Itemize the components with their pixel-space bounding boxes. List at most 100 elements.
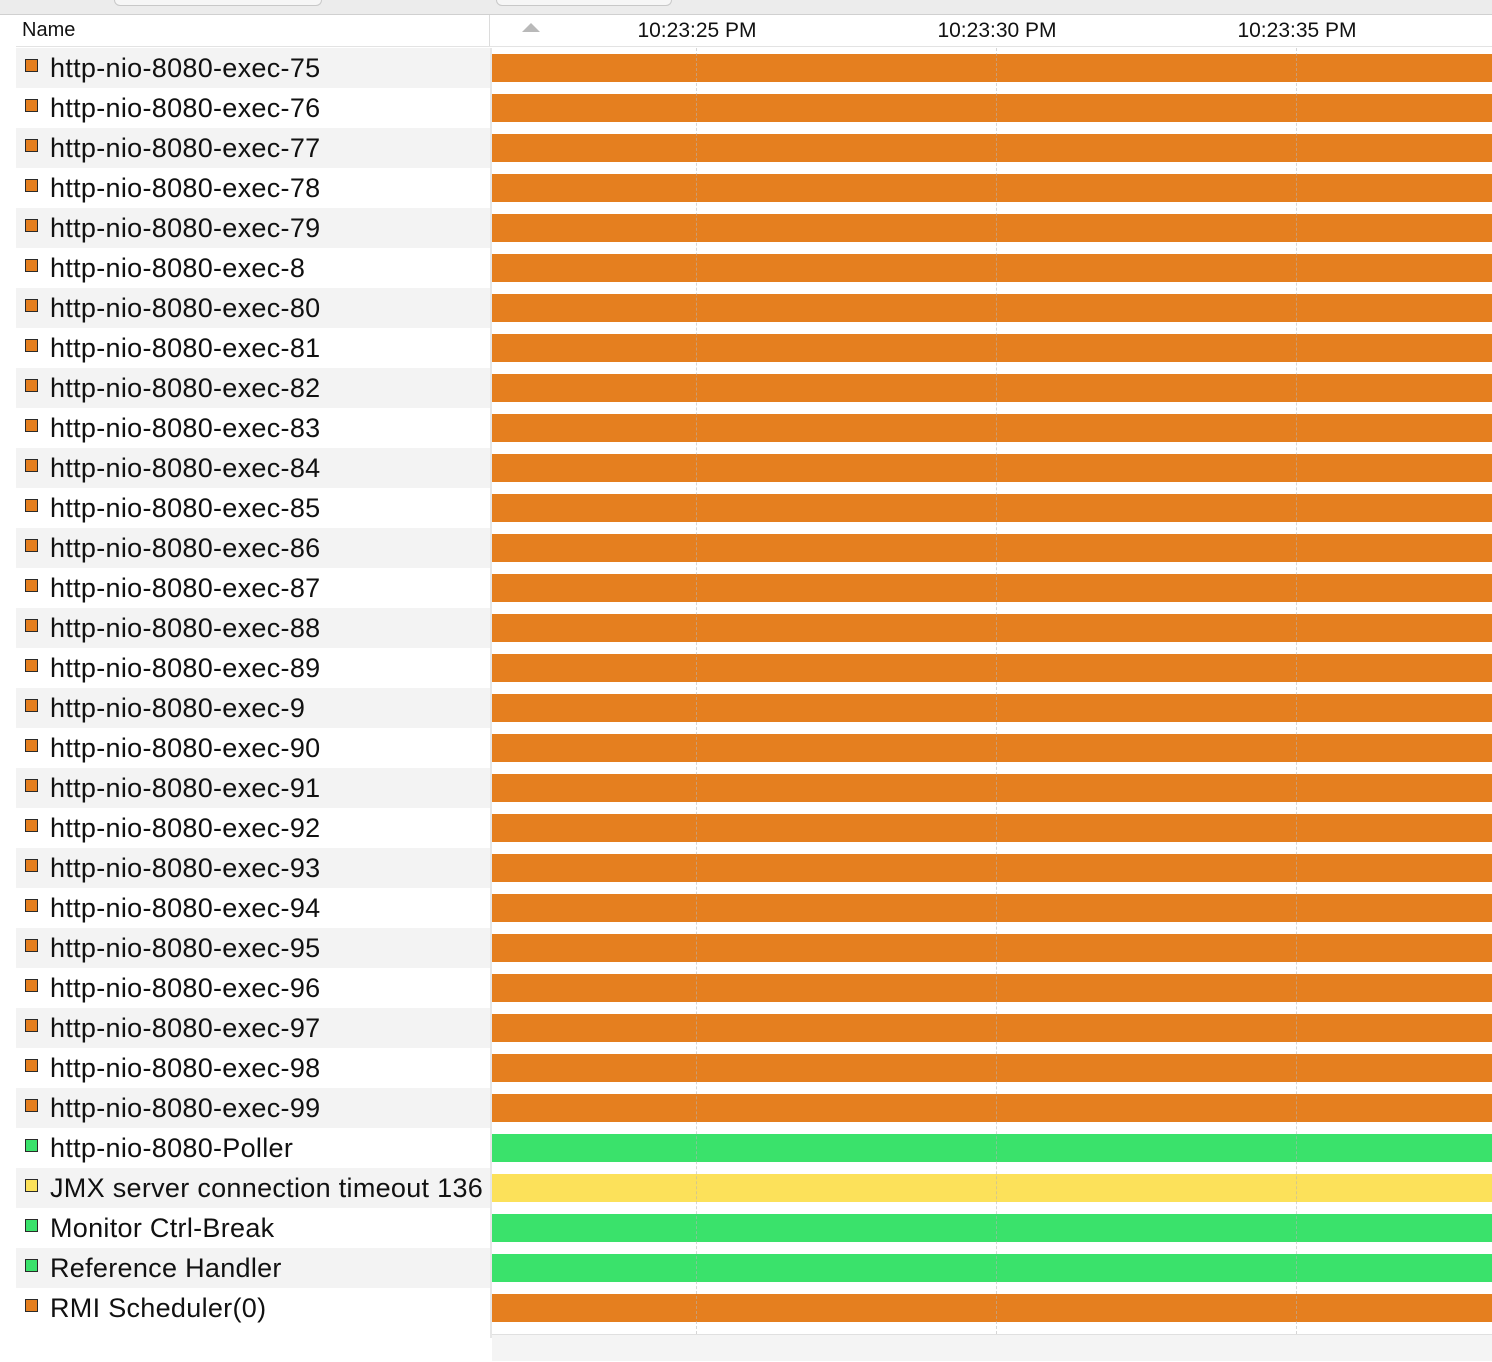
thread-state-bar[interactable]	[492, 1134, 1492, 1162]
thread-row[interactable]: http-nio-8080-exec-97	[16, 1008, 1492, 1048]
thread-state-bar[interactable]	[492, 254, 1492, 282]
thread-name-cell[interactable]: http-nio-8080-exec-92	[16, 808, 490, 848]
thread-name-cell[interactable]: http-nio-8080-Poller	[16, 1128, 490, 1168]
toolbar-tab-stub[interactable]	[114, 0, 322, 6]
thread-row[interactable]: http-nio-8080-exec-8	[16, 248, 1492, 288]
thread-state-bar[interactable]	[492, 1174, 1492, 1202]
thread-state-bar[interactable]	[492, 894, 1492, 922]
thread-timeline[interactable]	[492, 368, 1492, 408]
thread-name-cell[interactable]: http-nio-8080-exec-87	[16, 568, 490, 608]
thread-name-cell[interactable]: http-nio-8080-exec-88	[16, 608, 490, 648]
thread-timeline[interactable]	[492, 1088, 1492, 1128]
thread-name-cell[interactable]: RMI Scheduler(0)	[16, 1288, 490, 1328]
thread-name-cell[interactable]: http-nio-8080-exec-91	[16, 768, 490, 808]
thread-row[interactable]: http-nio-8080-exec-92	[16, 808, 1492, 848]
thread-row[interactable]: http-nio-8080-exec-87	[16, 568, 1492, 608]
thread-timeline[interactable]	[492, 928, 1492, 968]
thread-row[interactable]: Monitor Ctrl-Break	[16, 1208, 1492, 1248]
thread-state-bar[interactable]	[492, 174, 1492, 202]
thread-row[interactable]: http-nio-8080-exec-81	[16, 328, 1492, 368]
thread-name-cell[interactable]: http-nio-8080-exec-80	[16, 288, 490, 328]
thread-state-bar[interactable]	[492, 94, 1492, 122]
thread-name-cell[interactable]: http-nio-8080-exec-86	[16, 528, 490, 568]
thread-state-bar[interactable]	[492, 54, 1492, 82]
thread-timeline[interactable]	[492, 48, 1492, 88]
thread-row[interactable]: http-nio-8080-exec-93	[16, 848, 1492, 888]
thread-state-bar[interactable]	[492, 1294, 1492, 1322]
thread-name-cell[interactable]: http-nio-8080-exec-97	[16, 1008, 490, 1048]
thread-timeline[interactable]	[492, 608, 1492, 648]
thread-row[interactable]: http-nio-8080-exec-78	[16, 168, 1492, 208]
thread-timeline[interactable]	[492, 1008, 1492, 1048]
thread-timeline[interactable]	[492, 408, 1492, 448]
thread-state-bar[interactable]	[492, 974, 1492, 1002]
thread-name-cell[interactable]: http-nio-8080-exec-79	[16, 208, 490, 248]
thread-name-cell[interactable]: http-nio-8080-exec-84	[16, 448, 490, 488]
thread-timeline[interactable]	[492, 88, 1492, 128]
thread-state-bar[interactable]	[492, 1214, 1492, 1242]
thread-state-bar[interactable]	[492, 934, 1492, 962]
thread-state-bar[interactable]	[492, 294, 1492, 322]
thread-timeline[interactable]	[492, 1288, 1492, 1328]
thread-row[interactable]: http-nio-8080-exec-80	[16, 288, 1492, 328]
thread-state-bar[interactable]	[492, 494, 1492, 522]
thread-timeline[interactable]	[492, 1248, 1492, 1288]
thread-row[interactable]: http-nio-8080-exec-9	[16, 688, 1492, 728]
thread-timeline[interactable]	[492, 888, 1492, 928]
thread-row[interactable]: http-nio-8080-exec-76	[16, 88, 1492, 128]
thread-state-bar[interactable]	[492, 614, 1492, 642]
thread-name-cell[interactable]: http-nio-8080-exec-95	[16, 928, 490, 968]
thread-name-cell[interactable]: http-nio-8080-exec-83	[16, 408, 490, 448]
thread-timeline[interactable]	[492, 648, 1492, 688]
thread-timeline[interactable]	[492, 728, 1492, 768]
thread-state-bar[interactable]	[492, 454, 1492, 482]
thread-state-bar[interactable]	[492, 414, 1492, 442]
thread-state-bar[interactable]	[492, 654, 1492, 682]
column-divider[interactable]	[490, 48, 492, 1338]
thread-row[interactable]: http-nio-8080-exec-83	[16, 408, 1492, 448]
thread-name-cell[interactable]: http-nio-8080-exec-89	[16, 648, 490, 688]
horizontal-scrollbar[interactable]	[492, 1334, 1492, 1361]
thread-name-cell[interactable]: http-nio-8080-exec-82	[16, 368, 490, 408]
thread-state-bar[interactable]	[492, 534, 1492, 562]
thread-timeline[interactable]	[492, 328, 1492, 368]
thread-timeline[interactable]	[492, 568, 1492, 608]
thread-row[interactable]: http-nio-8080-exec-94	[16, 888, 1492, 928]
thread-name-cell[interactable]: Monitor Ctrl-Break	[16, 1208, 490, 1248]
thread-state-bar[interactable]	[492, 734, 1492, 762]
thread-row[interactable]: http-nio-8080-exec-90	[16, 728, 1492, 768]
thread-name-cell[interactable]: http-nio-8080-exec-94	[16, 888, 490, 928]
toolbar-tab-stub[interactable]	[496, 0, 672, 6]
thread-name-cell[interactable]: http-nio-8080-exec-85	[16, 488, 490, 528]
thread-name-cell[interactable]: http-nio-8080-exec-75	[16, 48, 490, 88]
thread-state-bar[interactable]	[492, 1014, 1492, 1042]
thread-row[interactable]: http-nio-8080-exec-85	[16, 488, 1492, 528]
thread-timeline[interactable]	[492, 528, 1492, 568]
thread-name-cell[interactable]: http-nio-8080-exec-9	[16, 688, 490, 728]
name-column-header[interactable]: Name	[16, 15, 490, 46]
thread-name-cell[interactable]: http-nio-8080-exec-81	[16, 328, 490, 368]
thread-state-bar[interactable]	[492, 1094, 1492, 1122]
thread-row[interactable]: http-nio-8080-exec-89	[16, 648, 1492, 688]
thread-state-bar[interactable]	[492, 854, 1492, 882]
thread-timeline[interactable]	[492, 448, 1492, 488]
thread-row[interactable]: http-nio-8080-exec-86	[16, 528, 1492, 568]
thread-row[interactable]: http-nio-8080-exec-91	[16, 768, 1492, 808]
thread-timeline[interactable]	[492, 248, 1492, 288]
thread-name-cell[interactable]: http-nio-8080-exec-78	[16, 168, 490, 208]
thread-row[interactable]: RMI Scheduler(0)	[16, 1288, 1492, 1328]
thread-timeline[interactable]	[492, 688, 1492, 728]
thread-timeline[interactable]	[492, 128, 1492, 168]
thread-state-bar[interactable]	[492, 334, 1492, 362]
thread-row[interactable]: http-nio-8080-exec-99	[16, 1088, 1492, 1128]
thread-state-bar[interactable]	[492, 1054, 1492, 1082]
thread-row[interactable]: Reference Handler	[16, 1248, 1492, 1288]
thread-name-cell[interactable]: http-nio-8080-exec-8	[16, 248, 490, 288]
thread-row[interactable]: http-nio-8080-exec-98	[16, 1048, 1492, 1088]
thread-row[interactable]: JMX server connection timeout 136	[16, 1168, 1492, 1208]
thread-row[interactable]: http-nio-8080-exec-84	[16, 448, 1492, 488]
thread-timeline[interactable]	[492, 968, 1492, 1008]
thread-timeline[interactable]	[492, 168, 1492, 208]
thread-timeline[interactable]	[492, 1208, 1492, 1248]
thread-row[interactable]: http-nio-8080-exec-77	[16, 128, 1492, 168]
